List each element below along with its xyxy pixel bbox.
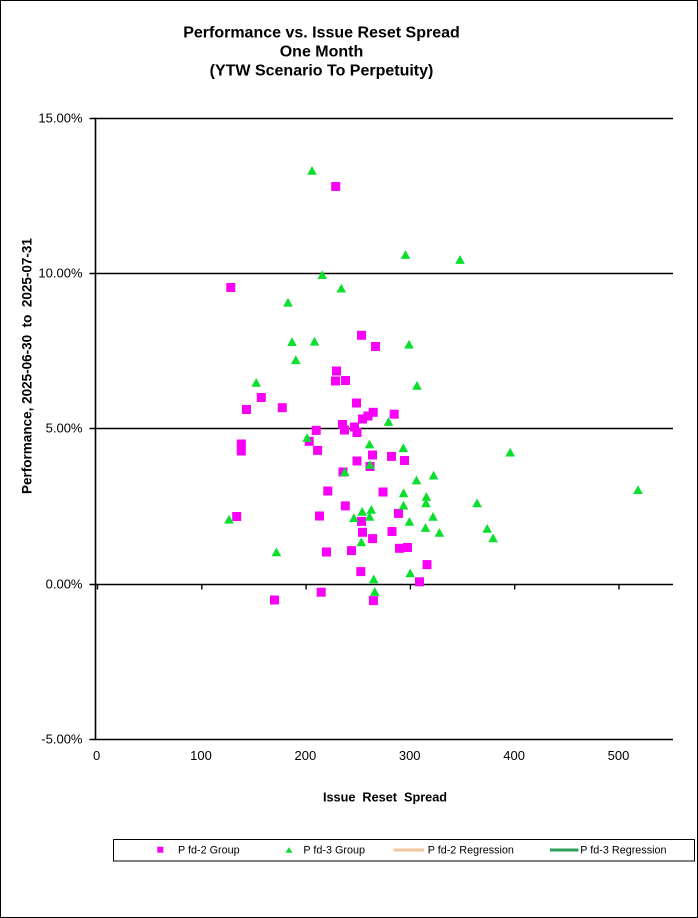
svg-text:-5.00%: -5.00% bbox=[41, 732, 83, 747]
svg-text:5.00%: 5.00% bbox=[46, 421, 83, 436]
svg-text:300: 300 bbox=[399, 748, 421, 763]
svg-text:P fd-2 Group: P fd-2 Group bbox=[178, 845, 240, 857]
svg-text:200: 200 bbox=[295, 748, 317, 763]
svg-text:10.00%: 10.00% bbox=[38, 266, 83, 281]
svg-text:100: 100 bbox=[190, 748, 212, 763]
svg-text:P fd-2 Regression: P fd-2 Regression bbox=[428, 845, 514, 857]
svg-text:Issue Reset Spread: Issue Reset Spread bbox=[323, 791, 447, 805]
svg-text:0: 0 bbox=[93, 748, 100, 763]
svg-text:500: 500 bbox=[608, 748, 630, 763]
svg-text:Performance, 2025-06-30 to 2: Performance, 2025-06-30 to 2025-07-31 bbox=[20, 238, 35, 494]
svg-text:P fd-3 Regression: P fd-3 Regression bbox=[580, 845, 666, 857]
svg-text:P fd-3 Group: P fd-3 Group bbox=[303, 845, 365, 857]
svg-text:Performance vs. Issue Reset Sp: Performance vs. Issue Reset Spread bbox=[183, 24, 460, 41]
svg-text:(YTW Scenario To Perpetuity): (YTW Scenario To Perpetuity) bbox=[210, 63, 434, 80]
svg-text:0.00%: 0.00% bbox=[46, 577, 83, 592]
svg-text:One Month: One Month bbox=[280, 44, 364, 61]
svg-text:15.00%: 15.00% bbox=[38, 111, 83, 126]
svg-text:400: 400 bbox=[503, 748, 525, 763]
